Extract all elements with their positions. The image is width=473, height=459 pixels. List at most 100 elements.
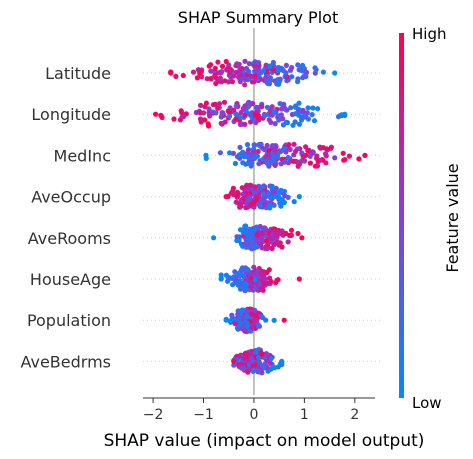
shap-point-longitude xyxy=(206,106,212,112)
shap-point-houseage xyxy=(262,277,268,283)
shap-point-latitude xyxy=(216,76,222,82)
feature-label-longitude: Longitude xyxy=(31,105,111,124)
shap-point-latitude xyxy=(255,78,261,84)
shap-point-longitude xyxy=(221,99,228,105)
shap-point-houseage xyxy=(243,285,249,291)
shap-point-houseage xyxy=(225,278,231,284)
shap-point-longitude xyxy=(292,119,298,125)
shap-point-avebedrms xyxy=(248,355,255,361)
shap-point-longitude xyxy=(242,103,248,109)
shap-point-medinc xyxy=(230,150,236,156)
shap-point-longitude xyxy=(198,102,204,108)
x-axis-ticks: −2 −1 0 1 2 xyxy=(143,398,359,423)
shap-point-medinc xyxy=(332,155,338,161)
shap-point-latitude xyxy=(225,67,232,73)
shap-point-latitude xyxy=(190,69,197,75)
shap-point-longitude xyxy=(233,103,239,109)
chart-title: SHAP Summary Plot xyxy=(178,8,338,27)
shap-point-medinc xyxy=(227,150,233,156)
shap-point-latitude xyxy=(295,79,301,85)
shap-point-averooms xyxy=(283,230,289,236)
shap-point-longitude xyxy=(294,110,300,116)
shap-point-avebedrms xyxy=(252,361,259,367)
shap-point-longitude xyxy=(193,109,199,116)
shap-point-averooms xyxy=(211,235,217,241)
colorbar xyxy=(399,33,404,398)
shap-point-longitude xyxy=(264,104,270,110)
shap-point-medinc xyxy=(315,159,321,165)
shap-point-aveoccup xyxy=(278,203,284,209)
shap-point-medinc xyxy=(272,162,278,168)
shap-point-houseage xyxy=(274,277,280,283)
shap-point-aveoccup xyxy=(245,186,251,192)
shap-point-avebedrms xyxy=(260,364,266,370)
shap-point-longitude xyxy=(203,100,209,106)
shap-point-medinc xyxy=(328,144,334,150)
shap-point-aveoccup xyxy=(281,199,287,206)
shap-point-aveoccup xyxy=(268,195,274,201)
shap-point-medinc xyxy=(275,153,281,159)
colorbar-high-label: High xyxy=(412,25,446,43)
shap-point-longitude xyxy=(233,111,239,117)
shap-point-latitude xyxy=(251,79,257,85)
shap-point-longitude xyxy=(226,113,233,119)
shap-point-aveoccup xyxy=(252,184,259,190)
shap-point-aveoccup xyxy=(243,200,249,206)
shap-point-latitude xyxy=(204,76,210,82)
shap-point-averooms xyxy=(234,237,240,244)
shap-point-latitude xyxy=(223,58,229,65)
shap-point-medinc xyxy=(255,148,261,155)
shap-point-latitude xyxy=(313,67,319,73)
shap-point-averooms xyxy=(255,237,261,243)
shap-point-longitude xyxy=(252,112,258,118)
colorbar-title: Feature value xyxy=(443,163,462,272)
shap-point-houseage xyxy=(239,280,245,287)
shap-point-averooms xyxy=(299,235,305,241)
shap-point-avebedrms xyxy=(238,365,245,371)
shap-point-population xyxy=(229,312,235,318)
shap-point-averooms xyxy=(279,228,285,234)
shap-point-medinc xyxy=(282,146,288,152)
shap-point-latitude xyxy=(208,68,214,74)
shap-point-latitude xyxy=(261,68,267,74)
shap-point-longitude xyxy=(301,114,308,120)
shap-point-medinc xyxy=(325,146,331,153)
shap-point-aveoccup xyxy=(296,194,302,200)
shap-point-longitude xyxy=(219,121,225,127)
shap-point-latitude xyxy=(254,67,260,73)
shap-point-avebedrms xyxy=(239,353,245,359)
shap-point-houseage xyxy=(248,275,254,281)
shap-point-averooms xyxy=(240,233,246,239)
shap-point-population xyxy=(271,317,277,323)
shap-point-medinc xyxy=(300,154,306,160)
shap-point-longitude xyxy=(206,123,212,129)
shap-point-latitude xyxy=(180,72,186,79)
shap-point-latitude xyxy=(267,75,273,81)
shap-point-medinc xyxy=(240,160,246,166)
shap-point-longitude xyxy=(296,121,302,127)
shap-point-medinc xyxy=(303,144,309,150)
shap-point-latitude xyxy=(229,79,235,85)
shap-point-longitude xyxy=(309,112,315,118)
shap-point-aveoccup xyxy=(233,199,239,205)
shap-point-houseage xyxy=(252,277,258,283)
shap-point-medinc xyxy=(307,160,313,166)
shap-point-medinc xyxy=(299,158,305,164)
shap-point-houseage xyxy=(218,276,224,282)
shap-point-aveoccup xyxy=(285,194,291,200)
shap-point-latitude xyxy=(300,62,306,68)
shap-point-medinc xyxy=(217,150,223,156)
shap-point-longitude xyxy=(300,107,306,114)
shap-point-avebedrms xyxy=(268,355,274,362)
shap-point-population xyxy=(244,308,250,315)
colorbar-low-label: Low xyxy=(412,394,442,412)
shap-point-medinc xyxy=(245,160,251,166)
shap-point-medinc xyxy=(269,159,275,166)
shap-point-houseage xyxy=(296,276,302,282)
shap-point-averooms xyxy=(263,244,269,250)
shap-point-aveoccup xyxy=(229,188,236,195)
shap-point-latitude xyxy=(270,59,276,66)
shap-point-latitude xyxy=(249,73,255,79)
shap-point-averooms xyxy=(288,227,295,233)
